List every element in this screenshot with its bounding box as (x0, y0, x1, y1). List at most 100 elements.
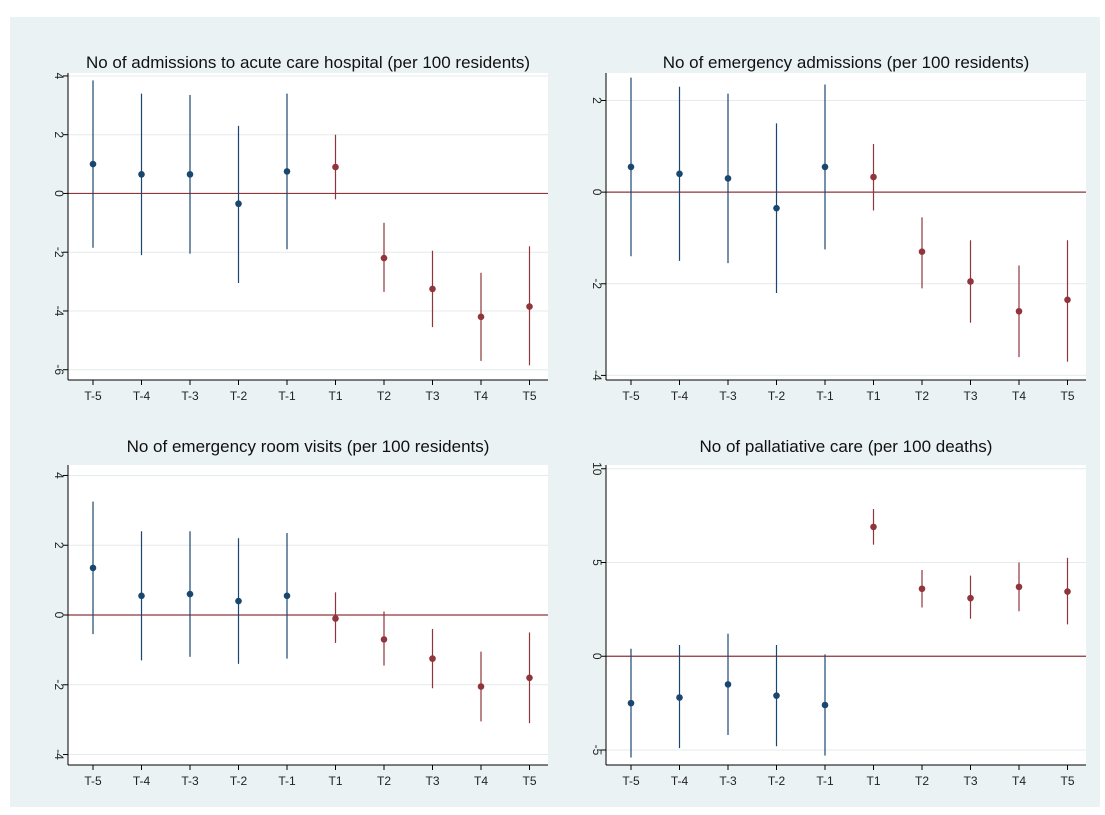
x-tick-label: T-5 (622, 774, 640, 788)
y-tick-label: 2 (590, 97, 604, 104)
point-estimate-T-1 (283, 168, 291, 175)
x-tick-label: T3 (425, 389, 439, 403)
point-estimate-T4 (1015, 307, 1023, 315)
point-estimate-T-1 (283, 592, 291, 600)
point-estimate-T1 (332, 163, 339, 171)
point-estimate-T4 (477, 683, 485, 690)
point-estimate-T5 (1064, 296, 1071, 304)
point-estimate-T-2 (773, 692, 780, 699)
point-estimate-T-5 (627, 699, 635, 707)
point-estimate-T5 (526, 303, 533, 310)
x-tick-label: T-4 (133, 389, 151, 403)
x-tick-label: T1 (328, 389, 342, 403)
point-estimate-T-3 (186, 590, 194, 598)
point-estimate-T5 (526, 674, 533, 682)
x-tick-label: T2 (915, 389, 929, 403)
point-estimate-T-3 (724, 175, 732, 182)
y-tick-label: 2 (52, 131, 66, 138)
point-estimate-T-5 (89, 564, 97, 572)
point-estimate-T4 (1015, 583, 1023, 591)
x-tick-label: T3 (963, 389, 977, 403)
point-estimate-T-4 (138, 592, 145, 600)
point-estimate-T-5 (627, 163, 635, 171)
point-estimate-T-5 (89, 160, 97, 168)
point-estimate-T1 (870, 523, 877, 531)
chart-title: No of emergency room visits (per 100 res… (127, 437, 490, 456)
x-tick-label: T-1 (278, 774, 296, 788)
point-estimate-T2 (380, 636, 388, 643)
x-tick-label: T5 (522, 774, 536, 788)
point-estimate-T5 (1064, 588, 1071, 595)
y-tick-label: 0 (52, 190, 66, 197)
point-estimate-T-4 (138, 171, 145, 178)
point-estimate-T-2 (235, 597, 242, 605)
point-estimate-T-3 (724, 681, 732, 688)
chart-title: No of emergency admissions (per 100 resi… (663, 53, 1030, 72)
y-tick-label: 2 (52, 542, 66, 549)
x-tick-label: T-4 (671, 774, 689, 788)
x-tick-label: T-1 (816, 774, 834, 788)
x-tick-label: T2 (915, 774, 929, 788)
x-tick-label: T-1 (816, 389, 834, 403)
point-estimate-T-2 (235, 200, 242, 208)
x-tick-label: T-2 (768, 389, 786, 403)
y-tick-label: -2 (52, 679, 66, 690)
y-tick-label: 5 (590, 559, 604, 566)
point-estimate-T-1 (821, 163, 829, 171)
x-tick-label: T-1 (278, 389, 296, 403)
y-tick-label: -4 (52, 306, 66, 317)
point-estimate-T3 (429, 285, 436, 293)
y-tick-label: 0 (52, 612, 66, 619)
point-estimate-T2 (380, 254, 388, 262)
x-tick-label: T-3 (181, 389, 199, 403)
point-estimate-T2 (918, 248, 926, 256)
x-tick-label: T4 (1012, 774, 1026, 788)
point-estimate-T-4 (676, 170, 683, 178)
point-estimate-T-4 (676, 694, 683, 701)
x-tick-label: T5 (1060, 389, 1074, 403)
y-tick-label: 4 (52, 73, 66, 80)
y-tick-label: 0 (590, 653, 604, 660)
x-tick-label: T-2 (230, 389, 248, 403)
x-tick-label: T4 (1012, 389, 1026, 403)
y-tick-label: -6 (52, 364, 66, 375)
point-estimate-T4 (477, 313, 485, 321)
y-tick-label: 4 (52, 472, 66, 479)
x-tick-label: T1 (328, 774, 342, 788)
x-tick-label: T-3 (719, 389, 737, 403)
x-tick-label: T5 (1060, 774, 1074, 788)
x-tick-label: T-2 (230, 774, 248, 788)
x-tick-label: T1 (866, 389, 880, 403)
plot-area (68, 73, 548, 380)
chart-title: No of admissions to acute care hospital … (86, 53, 530, 72)
plot-area (606, 465, 1086, 765)
point-estimate-T3 (967, 594, 974, 602)
x-tick-label: T1 (866, 774, 880, 788)
y-tick-label: -2 (52, 247, 66, 258)
point-estimate-T3 (429, 655, 436, 662)
x-tick-label: T3 (425, 774, 439, 788)
x-tick-label: T-2 (768, 774, 786, 788)
x-tick-label: T-4 (133, 774, 151, 788)
x-tick-label: T4 (474, 389, 488, 403)
point-estimate-T-3 (186, 171, 194, 178)
x-tick-label: T5 (522, 389, 536, 403)
x-tick-label: T-4 (671, 389, 689, 403)
point-estimate-T3 (967, 278, 974, 285)
y-tick-label: -4 (590, 370, 604, 381)
x-tick-label: T2 (377, 774, 391, 788)
point-estimate-T1 (870, 173, 877, 181)
x-tick-label: T3 (963, 774, 977, 788)
point-estimate-T2 (918, 585, 926, 593)
point-estimate-T-2 (773, 204, 780, 212)
chart-title: No of pallatiative care (per 100 deaths) (700, 437, 993, 456)
y-tick-label: 10 (590, 462, 604, 476)
y-tick-label: -4 (52, 749, 66, 760)
point-estimate-T1 (332, 615, 339, 622)
plot-area (606, 73, 1086, 380)
